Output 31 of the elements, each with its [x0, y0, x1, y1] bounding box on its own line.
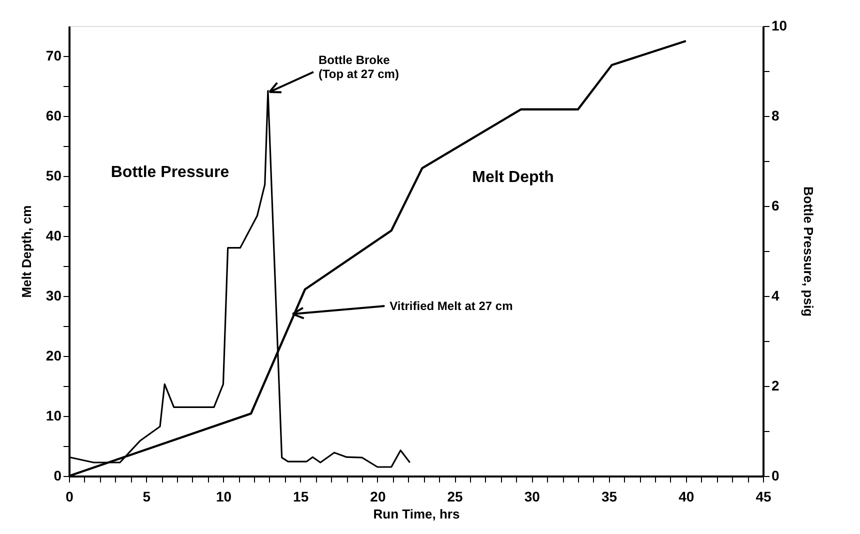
y-tick-label: 40 — [46, 228, 62, 244]
y-tick-label: 50 — [46, 168, 62, 184]
y2-axis-title: Bottle Pressure, psig — [801, 186, 816, 317]
y2-tick-label: 8 — [772, 108, 780, 124]
x-tick-label: 35 — [601, 488, 618, 504]
x-tick-label: 40 — [678, 488, 694, 504]
y-tick-label: 60 — [46, 108, 62, 124]
x-tick-label: 25 — [447, 488, 464, 504]
x-tick-label: 5 — [142, 488, 151, 504]
y2-tick-label: 4 — [772, 288, 780, 304]
x-tick-label: 30 — [524, 488, 540, 504]
annotation: Bottle Broke (Top at 27 cm) — [318, 53, 399, 81]
text: Bottle Pressure — [110, 164, 230, 181]
x-axis-title: Run Time, hrs — [373, 506, 460, 522]
y2-tick-label: 10 — [772, 18, 788, 34]
y2-tick-label: 6 — [772, 198, 780, 214]
x-tick-label: 20 — [370, 488, 386, 504]
y-tick-label: 0 — [54, 468, 62, 484]
x-tick-label: 10 — [216, 488, 232, 504]
y-tick-label: 70 — [46, 48, 62, 64]
x-tick-label: 45 — [756, 488, 772, 504]
y2-tick-label: 2 — [772, 378, 780, 394]
x-tick-label: 15 — [293, 488, 309, 504]
series-label: Melt Depth — [472, 169, 554, 186]
y-tick-label: 30 — [46, 288, 62, 304]
annotation: Vitrified Melt at 27 cm — [390, 299, 513, 313]
y-tick-label: 10 — [46, 408, 62, 424]
x-tick-label: 0 — [66, 488, 74, 504]
y-tick-label: 20 — [46, 348, 62, 364]
y-axis-title: Melt Depth, cm — [18, 205, 34, 298]
y2-tick-label: 0 — [772, 468, 780, 484]
